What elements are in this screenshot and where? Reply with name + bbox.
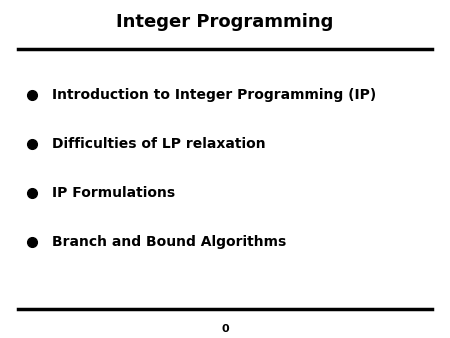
Text: IP Formulations: IP Formulations: [52, 186, 175, 200]
Text: Difficulties of LP relaxation: Difficulties of LP relaxation: [52, 137, 266, 151]
Text: Branch and Bound Algorithms: Branch and Bound Algorithms: [52, 235, 286, 249]
Text: 0: 0: [221, 323, 229, 334]
Text: Introduction to Integer Programming (IP): Introduction to Integer Programming (IP): [52, 88, 376, 102]
Text: Integer Programming: Integer Programming: [116, 13, 334, 31]
